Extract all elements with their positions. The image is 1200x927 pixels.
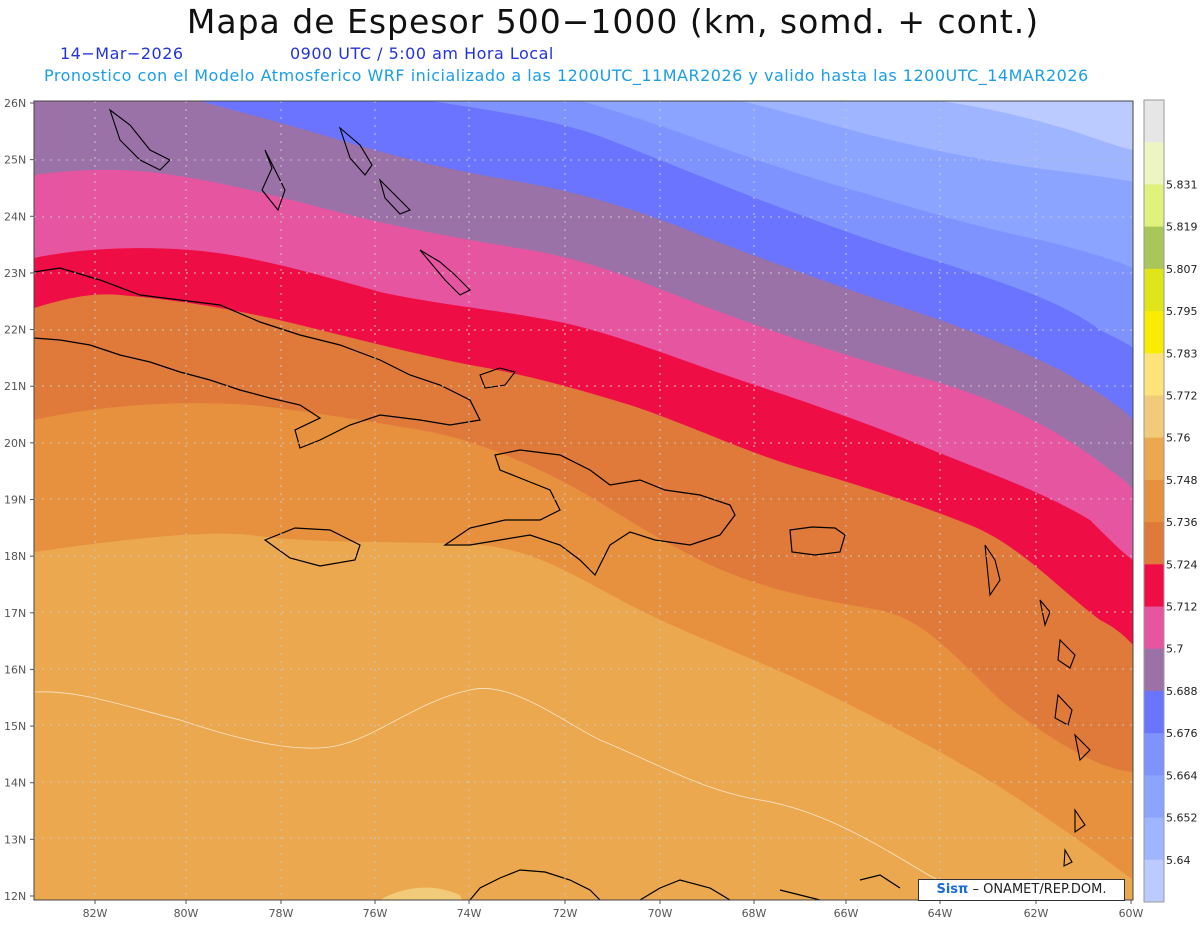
lon-label-66W: 66W: [834, 907, 859, 920]
colorbar-level: 5.676: [1166, 727, 1198, 740]
forecast-time: 0900 UTC / 5:00 am Hora Local: [290, 44, 554, 63]
colorbar-level: 5.831: [1166, 178, 1198, 191]
lon-label-80W: 80W: [174, 907, 199, 920]
lon-label-82W: 82W: [83, 907, 108, 920]
colorbar-level: 5.772: [1166, 389, 1198, 402]
colorbar-swatch: [1144, 268, 1164, 312]
colorbar-swatch: [1144, 733, 1164, 776]
colorbar-swatch: [1144, 395, 1164, 439]
cuba-island: [34, 267, 481, 449]
lat-label-22N: 22N: [4, 324, 26, 337]
colorbar-level: 5.664: [1166, 769, 1198, 782]
lat-label-18N: 18N: [4, 550, 26, 563]
band-5616: [940, 101, 1133, 150]
forecast-date: 14−Mar−2026: [60, 44, 184, 63]
lat-label-16N: 16N: [4, 663, 26, 676]
lat-label-23N: 23N: [4, 267, 26, 280]
model-run-info: Pronostico con el Modelo Atmosferico WRF…: [44, 66, 1089, 85]
lon-label-72W: 72W: [553, 907, 578, 920]
colorbar-level: 5.688: [1166, 685, 1198, 698]
lat-label-25N: 25N: [4, 154, 26, 167]
colorbar-level: 5.748: [1166, 474, 1198, 487]
colorbar-swatch: [1144, 226, 1164, 270]
lon-label-64W: 64W: [928, 907, 953, 920]
south-america-coast: [469, 869, 901, 900]
thickness-bands: [34, 101, 1133, 900]
band-south-5748: [380, 887, 462, 900]
colorbar-level: 5.736: [1166, 516, 1198, 529]
contour-lines: [34, 688, 1011, 900]
hispaniola-island: [443, 449, 736, 577]
colorbar-level: 5.7: [1166, 643, 1184, 656]
colorbar-swatch: [1144, 311, 1164, 354]
lat-label-24N: 24N: [4, 210, 26, 223]
colorbar-level: 5.819: [1166, 221, 1198, 234]
colorbar-swatch: [1144, 775, 1164, 819]
lat-label-13N: 13N: [4, 833, 26, 846]
colorbar-swatch: [1144, 690, 1164, 734]
colorbar-swatch: [1144, 817, 1164, 861]
colorbar-swatch: [1144, 648, 1164, 692]
colorbar-swatch: [1144, 606, 1164, 650]
lat-label-20N: 20N: [4, 437, 26, 450]
lon-label-78W: 78W: [269, 907, 294, 920]
lat-label-21N: 21N: [4, 380, 26, 393]
colorbar-swatch: [1144, 184, 1164, 228]
colorbar-swatch: [1144, 142, 1164, 185]
colorbar-level: 5.795: [1166, 305, 1198, 318]
lon-label-74W: 74W: [457, 907, 482, 920]
bahamas-islands: [108, 108, 516, 389]
puerto-rico-island: [789, 526, 846, 556]
lon-label-60W: 60W: [1119, 907, 1144, 920]
colorbar-swatch: [1144, 564, 1164, 608]
lat-label-15N: 15N: [4, 720, 26, 733]
colorbar-swatch: [1144, 100, 1164, 143]
colorbar-level: 5.783: [1166, 347, 1198, 360]
colorbar-swatch: [1144, 437, 1164, 481]
jamaica-island: [263, 527, 361, 567]
lon-label-68W: 68W: [742, 907, 767, 920]
colorbar-swatch: [1144, 479, 1164, 523]
graticule: [34, 101, 1133, 900]
lon-label-76W: 76W: [363, 907, 388, 920]
colorbar-swatch: [1144, 859, 1164, 903]
colorbar: 5.831 5.819 5.807 5.795 5.783 5.772 5.76 5.748 5…: [1143, 99, 1198, 903]
colorbar-level: 5.724: [1166, 558, 1198, 571]
colorbar-level: 5.76: [1166, 432, 1191, 445]
lat-label-12N: 12N: [4, 890, 26, 903]
colorbar-level: 5.807: [1166, 263, 1198, 276]
lat-label-19N: 19N: [4, 494, 26, 507]
map-frame: [33, 100, 1134, 901]
lon-label-70W: 70W: [648, 907, 673, 920]
colorbar-swatch: [1144, 353, 1164, 396]
colorbar-level: 5.652: [1166, 812, 1198, 825]
longitude-axis: 82W 80W 78W 76W 74W 72W 70W 68W 66W 64W 62W 60W: [83, 900, 1144, 920]
credit-text: – ONAMET/REP.DOM.: [972, 882, 1107, 897]
colorbar-frame: [1143, 99, 1165, 903]
colorbar-level: 5.64: [1166, 854, 1191, 867]
band-5628: [740, 101, 1133, 182]
map-title: Mapa de Espesor 500−1000 (km, somd. + co…: [186, 2, 1040, 41]
latitude-axis: 26N 25N 24N 23N 22N 21N 20N 19N 18N 17N 16N 15N 14N 1…: [4, 97, 34, 903]
credit-brand: Sisπ: [936, 882, 969, 897]
lat-label-14N: 14N: [4, 777, 26, 790]
colorbar-level: 5.712: [1166, 601, 1198, 614]
lat-label-26N: 26N: [4, 97, 26, 110]
lon-label-62W: 62W: [1024, 907, 1049, 920]
colorbar-swatch: [1144, 522, 1164, 565]
lat-label-17N: 17N: [4, 607, 26, 620]
credit-box: Sisπ – ONAMET/REP.DOM.: [918, 879, 1125, 901]
